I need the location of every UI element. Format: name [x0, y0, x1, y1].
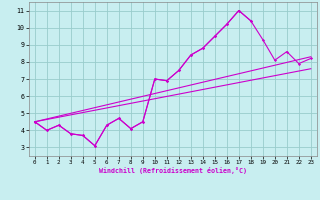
X-axis label: Windchill (Refroidissement éolien,°C): Windchill (Refroidissement éolien,°C)	[99, 167, 247, 174]
